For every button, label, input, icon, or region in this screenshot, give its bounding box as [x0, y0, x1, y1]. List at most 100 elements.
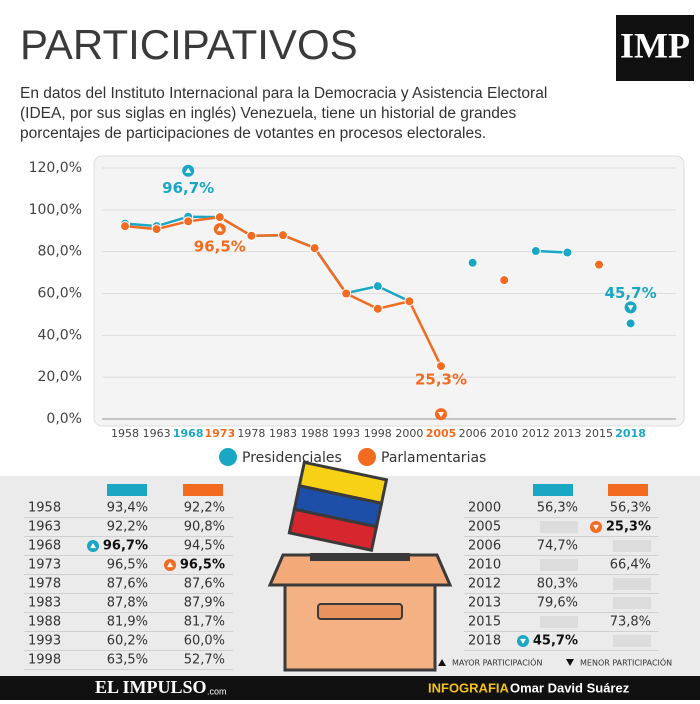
cell-value: 94,5%: [184, 539, 225, 554]
point: [151, 224, 162, 235]
row-year: 1958: [28, 501, 61, 516]
cell-value: 96,7%: [103, 539, 148, 554]
legend-marker: [358, 448, 376, 466]
swatch: [608, 484, 648, 496]
empty-cell: [540, 616, 578, 628]
highlight-label: 25,3%: [415, 371, 467, 389]
point: [530, 246, 541, 257]
cell-value: 96,5%: [107, 558, 148, 573]
x-tick-label: 1968: [173, 427, 204, 440]
empty-cell: [613, 540, 651, 552]
swatch: [107, 484, 147, 496]
x-tick-label: 1963: [143, 427, 171, 440]
brand: EL IMPULSO: [95, 677, 207, 697]
x-tick-label: 2006: [459, 427, 487, 440]
x-tick-label: 1988: [301, 427, 329, 440]
row-year: 2012: [468, 577, 501, 592]
credit-name: Omar David Suárez: [510, 680, 630, 695]
x-tick-label: 2015: [585, 427, 613, 440]
highlight-arrow: [90, 543, 96, 549]
highlight-arrow: [216, 226, 223, 232]
point: [467, 257, 478, 268]
intro-line: porcentajes de participaciones de votant…: [20, 125, 486, 142]
point: [309, 243, 320, 254]
key-min-icon: [566, 659, 574, 666]
plot-panel: [93, 155, 685, 427]
cell-value: 80,3%: [537, 577, 578, 592]
highlight-arrow: [167, 562, 173, 568]
legend-label: Presidenciales: [242, 450, 342, 466]
point: [562, 247, 573, 258]
row-year: 1988: [28, 615, 61, 630]
cell-value: 56,3%: [537, 501, 578, 516]
x-tick-label: 1983: [269, 427, 297, 440]
intro-line: En datos del Instituto Internacional par…: [20, 85, 547, 102]
point: [372, 281, 383, 292]
logo-box: [616, 15, 694, 81]
x-tick-label: 2000: [395, 427, 423, 440]
row-year: 2006: [468, 539, 501, 554]
row-year: 1978: [28, 577, 61, 592]
logo: IMP: [620, 25, 690, 65]
point: [372, 303, 383, 314]
swatch: [183, 484, 223, 496]
y-tick-label: 120,0%: [29, 160, 82, 176]
cell-value: 60,0%: [184, 634, 225, 649]
y-tick-label: 0,0%: [46, 411, 82, 427]
row-year: 2010: [468, 558, 501, 573]
empty-cell: [540, 521, 578, 533]
brand-suffix: .com: [207, 686, 227, 696]
empty-cell: [540, 559, 578, 571]
key-max: MAYOR PARTICIPACIÓN: [452, 657, 542, 668]
y-tick-label: 80,0%: [38, 244, 82, 260]
row-year: 1968: [28, 539, 61, 554]
row-year: 1993: [28, 634, 61, 649]
y-tick-label: 40,0%: [38, 327, 82, 343]
y-tick-label: 60,0%: [38, 286, 82, 302]
cell-value: 74,7%: [537, 539, 578, 554]
point: [625, 318, 636, 329]
cell-value: 87,8%: [107, 596, 148, 611]
cell-value: 96,5%: [180, 558, 225, 573]
x-tick-label: 1993: [332, 427, 360, 440]
highlight-label: 96,5%: [194, 238, 246, 256]
key-min: MENOR PARTICIPACIÓN: [580, 657, 672, 668]
point: [341, 288, 352, 299]
cell-value: 45,7%: [533, 634, 578, 649]
point: [594, 259, 604, 270]
legend-marker: [219, 448, 237, 466]
highlight-label: 45,7%: [605, 284, 657, 302]
highlight-arrow: [438, 411, 444, 418]
point: [246, 230, 257, 241]
ballot-box: [267, 460, 453, 672]
point: [499, 275, 510, 286]
x-tick-label: 1958: [111, 427, 139, 440]
row-year: 1983: [28, 596, 61, 611]
point: [278, 230, 288, 241]
cell-value: 87,9%: [184, 596, 225, 611]
cell-value: 92,2%: [107, 520, 148, 535]
key-max-icon: [438, 659, 446, 666]
x-tick-label: 1973: [204, 427, 235, 440]
title: PARTICIPATIVOS: [20, 21, 358, 68]
cell-value: 90,8%: [184, 520, 225, 535]
row-year: 1963: [28, 520, 61, 535]
empty-cell: [613, 578, 651, 590]
footer-bar: [0, 676, 700, 700]
point: [436, 361, 446, 372]
cell-value: 73,8%: [610, 615, 651, 630]
highlight-arrow: [593, 524, 599, 530]
highlight-arrow: [520, 638, 526, 644]
cell-value: 56,3%: [610, 501, 651, 516]
row-year: 2015: [468, 615, 501, 630]
cell-value: 87,6%: [184, 577, 225, 592]
row-year: 1998: [28, 653, 61, 668]
point: [214, 212, 225, 223]
row-year: 2005: [468, 520, 501, 535]
intro-line: (IDEA, por sus siglas en inglés) Venezue…: [20, 105, 517, 122]
row-year: 1973: [28, 558, 61, 573]
cell-value: 52,7%: [184, 653, 225, 668]
highlight-arrow: [627, 305, 634, 311]
empty-cell: [613, 635, 651, 647]
